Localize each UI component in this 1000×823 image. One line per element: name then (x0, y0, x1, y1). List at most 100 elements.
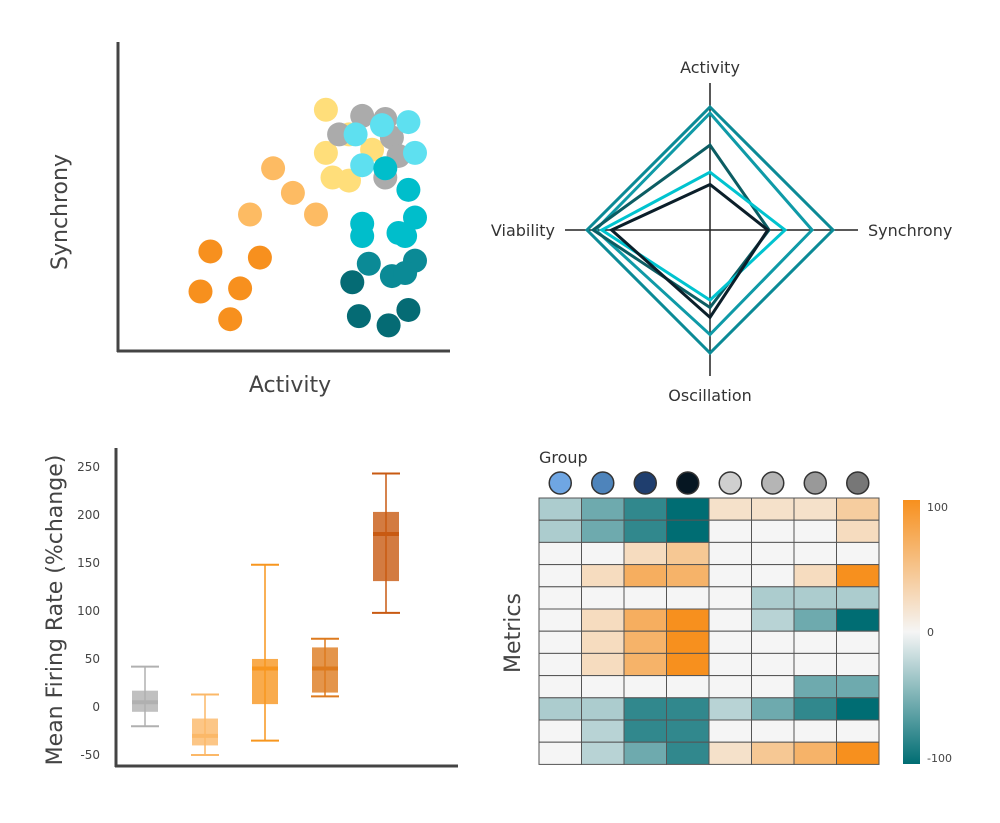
heat-cell-9-4 (708, 697, 752, 721)
heat-cell-9-0 (538, 697, 582, 721)
heat-cell-1-1 (581, 519, 625, 543)
scatter-point-7-0 (340, 270, 365, 295)
heat-cell-11-7 (836, 741, 880, 765)
heat-cell-8-2 (623, 675, 667, 699)
scatter-point-5-4 (350, 224, 375, 249)
heat-cell-3-4 (708, 564, 752, 588)
colorbar-label-min: -100 (927, 752, 952, 765)
heat-cell-3-7 (836, 564, 880, 588)
box-iqr-2 (252, 658, 278, 705)
heat-cell-3-6 (793, 564, 837, 588)
heat-cell-4-7 (836, 586, 880, 610)
scatter-point-1-0 (261, 156, 286, 181)
scatter-point-4-1 (370, 113, 394, 138)
scatter-point-4-4 (350, 153, 375, 178)
heat-cell-8-1 (581, 675, 625, 699)
scatter-x-label: Activity (249, 373, 331, 398)
heat-cell-6-7 (836, 630, 880, 654)
group-marker-4 (718, 471, 742, 495)
scatter-point-7-1 (396, 297, 421, 322)
heat-cell-8-5 (751, 675, 795, 699)
heat-cell-11-0 (538, 741, 582, 765)
heat-cell-6-1 (581, 630, 625, 654)
heat-cell-4-2 (623, 586, 667, 610)
group-marker-7 (846, 471, 870, 495)
heat-cell-2-3 (666, 541, 710, 566)
scatter-point-2-1 (313, 140, 338, 165)
group-marker-2 (633, 471, 657, 495)
heat-cell-6-4 (708, 630, 752, 654)
heat-cell-6-5 (751, 630, 795, 654)
heat-cell-9-5 (751, 697, 795, 721)
heat-cell-7-0 (538, 652, 582, 677)
heat-cell-2-7 (836, 541, 880, 566)
heat-cell-6-3 (666, 630, 710, 654)
heat-cell-7-5 (751, 652, 795, 677)
box-y-tick-150: 150 (77, 556, 100, 570)
box-items (131, 472, 400, 757)
heat-cell-9-2 (623, 697, 667, 721)
radar-series-0 (584, 104, 836, 356)
box-y-tick-200: 200 (77, 508, 100, 522)
heat-cell-2-0 (538, 541, 582, 566)
scatter-point-0-1 (247, 245, 272, 270)
heat-cell-0-7 (836, 497, 880, 521)
heat-cell-1-5 (751, 519, 795, 543)
heatmap-y-label: Metrics (501, 593, 526, 673)
heat-cell-3-1 (581, 564, 625, 588)
heatmap-cells (538, 497, 880, 765)
heat-cell-4-6 (793, 586, 837, 610)
heat-cell-8-0 (538, 675, 582, 699)
heat-cell-0-4 (708, 497, 752, 521)
heat-cell-4-3 (666, 586, 710, 610)
group-marker-5 (761, 471, 785, 495)
heat-cell-11-1 (581, 741, 625, 765)
heat-cell-2-2 (623, 541, 667, 566)
heat-cell-4-1 (581, 586, 625, 610)
box-iqr-4 (373, 511, 399, 582)
heat-cell-2-4 (708, 541, 752, 566)
heat-cell-11-6 (793, 741, 837, 765)
heat-cell-3-5 (751, 564, 795, 588)
box-iqr-1 (192, 718, 218, 746)
scatter-point-1-3 (304, 202, 328, 227)
scatter-y-label: Synchrony (48, 154, 73, 270)
box-2 (251, 563, 279, 742)
scatter-point-6-1 (356, 251, 381, 276)
heat-cell-1-3 (666, 519, 710, 543)
scatter-point-5-1 (396, 177, 421, 202)
heatmap-colorbar (903, 500, 920, 764)
heat-cell-6-0 (538, 630, 582, 654)
colorbar-label-mid: 0 (927, 626, 934, 639)
box-y-label: Mean Firing Rate (%change) (43, 455, 68, 766)
scatter-point-0-3 (228, 276, 253, 301)
heat-cell-4-4 (708, 586, 752, 610)
group-marker-0 (548, 471, 572, 495)
scatter-point-7-2 (346, 304, 371, 329)
heat-cell-7-4 (708, 652, 752, 677)
scatter-points (188, 97, 427, 338)
heat-cell-10-6 (793, 719, 837, 743)
box-plot: Mean Firing Rate (%change) 250 200 150 1… (43, 448, 458, 768)
heat-cell-3-3 (666, 564, 710, 588)
colorbar-label-max: 100 (927, 501, 948, 514)
scatter-point-2-0 (313, 97, 338, 122)
heat-cell-0-5 (751, 497, 795, 521)
radar-chart: Activity Synchrony Oscillation Viability (491, 58, 952, 405)
heat-cell-7-1 (581, 652, 625, 677)
radar-axis-label-synchrony: Synchrony (868, 221, 952, 240)
heat-cell-0-2 (623, 497, 667, 521)
heat-cell-0-3 (666, 497, 710, 521)
heat-cell-2-6 (793, 541, 837, 566)
scatter-plot: Activity Synchrony (48, 42, 450, 398)
heat-cell-6-2 (623, 630, 667, 654)
box-y-tick-minus-50: -50 (80, 748, 100, 762)
heat-cell-5-4 (708, 608, 752, 632)
radar-axis-label-viability: Viability (491, 221, 555, 240)
radar-axis-label-oscillation: Oscillation (668, 386, 752, 405)
scatter-point-4-2 (396, 110, 421, 135)
scatter-point-3-2 (327, 122, 352, 147)
scatter-point-5-2 (403, 205, 427, 230)
scatter-point-1-2 (238, 202, 262, 227)
heat-cell-9-1 (581, 697, 625, 721)
